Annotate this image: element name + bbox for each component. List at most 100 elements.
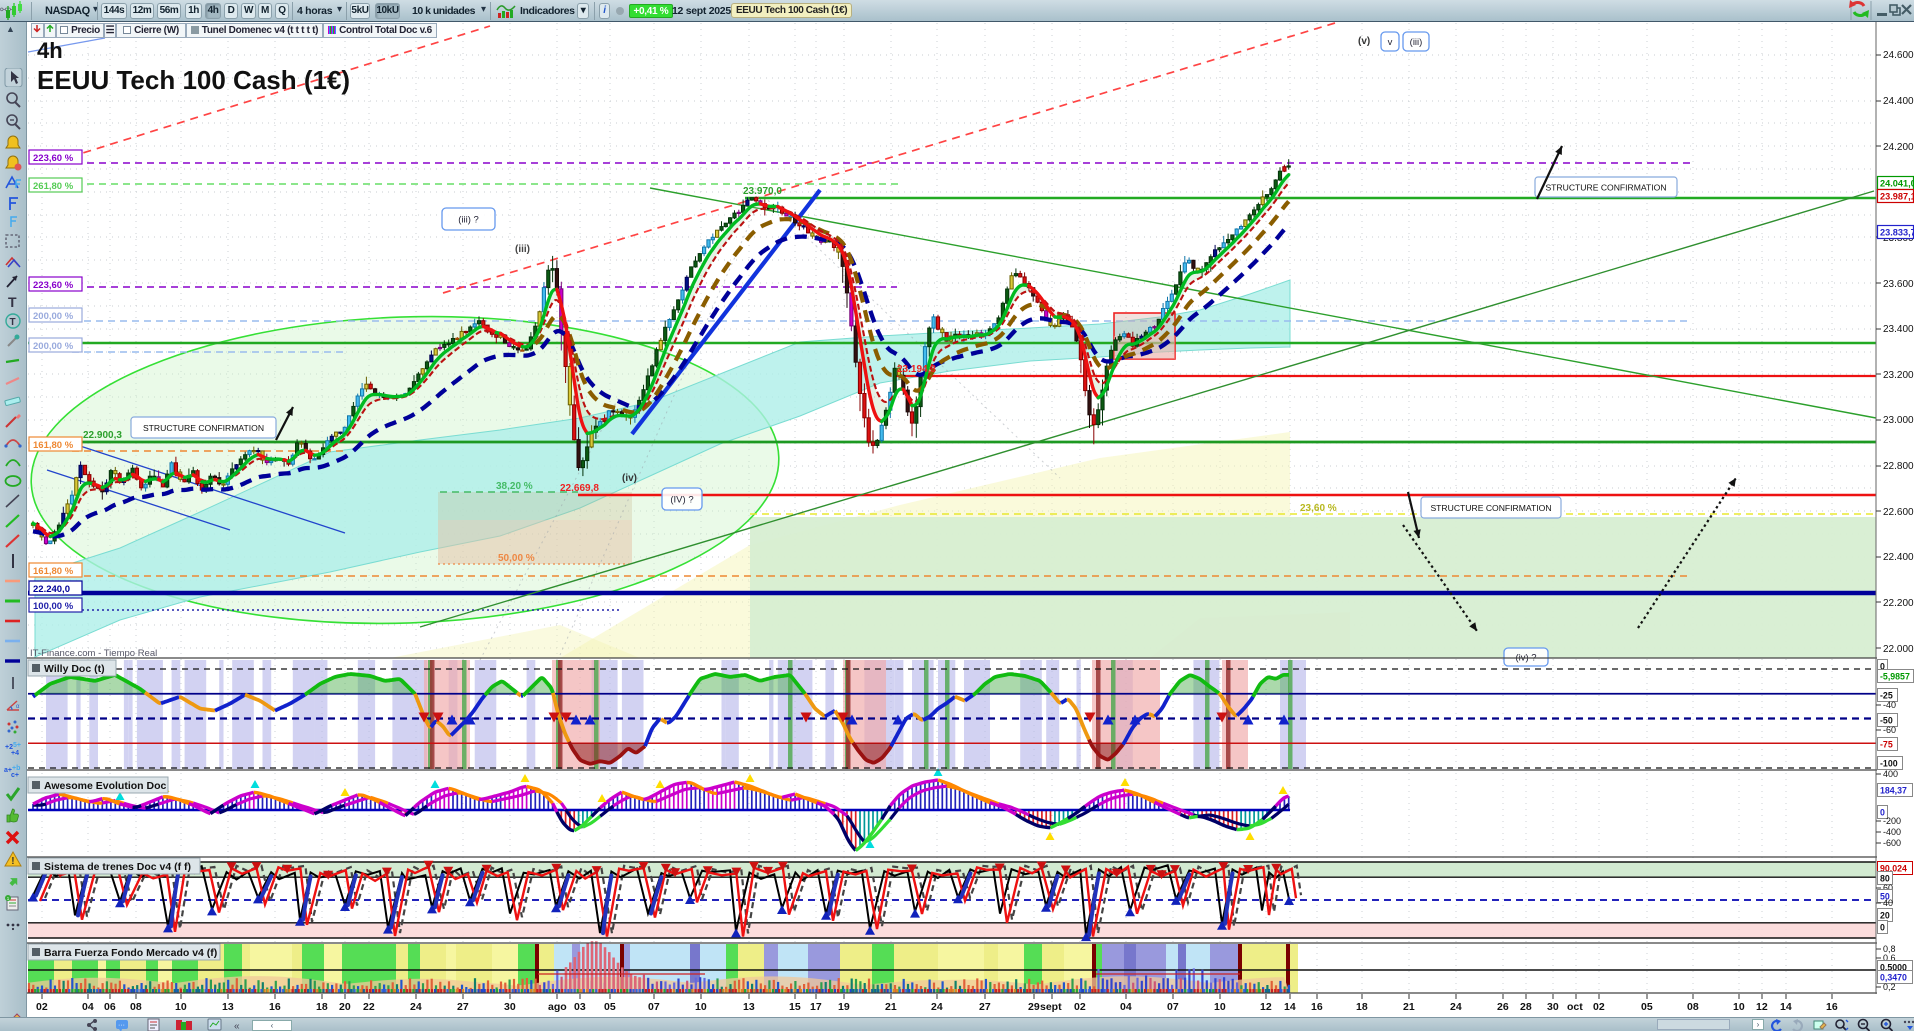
- svg-text:16: 16: [269, 1001, 281, 1013]
- svg-text:IT-Finance.com - Tiempo Real: IT-Finance.com - Tiempo Real: [30, 648, 157, 659]
- svg-text:50: 50: [1880, 892, 1890, 902]
- svg-text:-200: -200: [1883, 816, 1901, 826]
- svg-text:60: 60: [1883, 883, 1893, 893]
- svg-text:07: 07: [1167, 1001, 1179, 1013]
- svg-text:23.000: 23.000: [1883, 415, 1914, 426]
- svg-text:EEUU Tech 100 Cash (1€): EEUU Tech 100 Cash (1€): [37, 65, 350, 95]
- svg-text:23.970,0: 23.970,0: [743, 186, 782, 197]
- svg-text:14: 14: [1780, 1001, 1792, 1013]
- svg-text:13: 13: [743, 1001, 755, 1013]
- svg-text:α: α: [16, 704, 20, 710]
- svg-text:16: 16: [1826, 1001, 1838, 1013]
- svg-text:400: 400: [1883, 769, 1898, 779]
- svg-text:29: 29: [1028, 1001, 1040, 1013]
- svg-text:22.600: 22.600: [1883, 507, 1914, 518]
- svg-text:ago: ago: [548, 1001, 567, 1013]
- svg-text:-600: -600: [1883, 838, 1901, 848]
- svg-text:10: 10: [1214, 1001, 1226, 1013]
- svg-text:24.600: 24.600: [1883, 50, 1914, 61]
- svg-text:10: 10: [1733, 1001, 1745, 1013]
- svg-text:261,80 %: 261,80 %: [33, 181, 74, 192]
- svg-text:+4: +4: [11, 750, 19, 757]
- svg-text:223,60 %: 223,60 %: [33, 153, 74, 164]
- svg-text:05: 05: [604, 1001, 616, 1013]
- svg-text:16: 16: [1311, 1001, 1323, 1013]
- svg-text:30: 30: [504, 1001, 516, 1013]
- svg-text:19: 19: [838, 1001, 850, 1013]
- svg-text:22.400: 22.400: [1883, 552, 1914, 563]
- svg-text:T: T: [10, 317, 16, 328]
- svg-text:-50: -50: [1880, 716, 1893, 726]
- svg-text:03: 03: [574, 1001, 586, 1013]
- svg-text:sept: sept: [1040, 1001, 1062, 1013]
- svg-text:22.900,3: 22.900,3: [83, 430, 122, 441]
- svg-text:80: 80: [1880, 874, 1890, 884]
- svg-text:15: 15: [789, 1001, 801, 1013]
- svg-text:24.200: 24.200: [1883, 142, 1914, 153]
- svg-text:+b: +b: [12, 765, 20, 772]
- svg-text:12: 12: [1260, 1001, 1272, 1013]
- svg-text:04: 04: [82, 1001, 94, 1013]
- svg-text:100,00 %: 100,00 %: [33, 601, 74, 612]
- svg-text:18: 18: [316, 1001, 328, 1013]
- svg-text:223,60 %: 223,60 %: [33, 280, 74, 291]
- svg-text:21: 21: [885, 1001, 897, 1013]
- svg-text:17: 17: [810, 1001, 822, 1013]
- svg-text:05: 05: [1641, 1001, 1653, 1013]
- svg-text:10: 10: [175, 1001, 187, 1013]
- svg-text:184,37: 184,37: [1880, 786, 1907, 796]
- svg-text:Willy Doc (t): Willy Doc (t): [44, 663, 105, 675]
- svg-text:Barra Fuerza Fondo Mercado v4: Barra Fuerza Fondo Mercado v4 (f): [44, 947, 217, 959]
- svg-text:0,2: 0,2: [1883, 982, 1896, 992]
- svg-text:5+: 5+: [13, 742, 21, 749]
- svg-text:0,8: 0,8: [1883, 944, 1896, 954]
- svg-text:14: 14: [1284, 1001, 1296, 1013]
- svg-text:(v): (v): [1358, 36, 1370, 47]
- svg-text:24: 24: [1450, 1001, 1462, 1013]
- svg-text:22.669,8: 22.669,8: [560, 483, 599, 494]
- svg-text:4h: 4h: [37, 38, 63, 63]
- svg-text:24.041,0: 24.041,0: [1880, 179, 1914, 189]
- svg-text:23.833,7: 23.833,7: [1880, 228, 1914, 238]
- svg-text:a+: a+: [4, 767, 12, 774]
- svg-text:23.400: 23.400: [1883, 324, 1914, 335]
- svg-text:-400: -400: [1883, 827, 1901, 837]
- svg-text:22: 22: [363, 1001, 375, 1013]
- svg-text:24.400: 24.400: [1883, 96, 1914, 107]
- svg-text:23.600: 23.600: [1883, 279, 1914, 290]
- svg-text:Awesome Evolution Doc: Awesome Evolution Doc: [44, 780, 166, 792]
- svg-text:STRUCTURE CONFIRMATION: STRUCTURE CONFIRMATION: [1545, 183, 1666, 193]
- svg-text:24: 24: [931, 1001, 943, 1013]
- svg-text:0: 0: [1880, 662, 1885, 672]
- svg-text:«: «: [234, 1021, 240, 1031]
- svg-text:···: ···: [118, 1022, 125, 1029]
- svg-text:0,3470: 0,3470: [1880, 973, 1907, 983]
- svg-text:02: 02: [36, 1001, 48, 1013]
- svg-text:-75: -75: [1880, 740, 1893, 750]
- svg-text:30: 30: [1547, 1001, 1559, 1013]
- svg-text:-5,9857: -5,9857: [1880, 672, 1910, 682]
- svg-text:v: v: [1388, 37, 1393, 48]
- svg-text:STRUCTURE CONFIRMATION: STRUCTURE CONFIRMATION: [1430, 503, 1551, 513]
- svg-text:STRUCTURE CONFIRMATION: STRUCTURE CONFIRMATION: [143, 423, 264, 433]
- svg-text:40: 40: [1883, 898, 1893, 908]
- svg-text:22.200: 22.200: [1883, 598, 1914, 609]
- svg-text:-60: -60: [1883, 725, 1896, 735]
- svg-text:c+: c+: [11, 772, 19, 779]
- svg-text:23.200: 23.200: [1883, 370, 1914, 381]
- svg-text:38,20 %: 38,20 %: [496, 481, 533, 492]
- svg-text:26: 26: [1497, 1001, 1509, 1013]
- svg-text:(iii): (iii): [1410, 37, 1423, 48]
- svg-text:13: 13: [222, 1001, 234, 1013]
- svg-text:0: 0: [1880, 923, 1885, 933]
- svg-text:22.800: 22.800: [1883, 461, 1914, 472]
- svg-text:06: 06: [104, 1001, 116, 1013]
- svg-text:12: 12: [1756, 1001, 1768, 1013]
- svg-text:23.987,1: 23.987,1: [1880, 192, 1914, 202]
- svg-text:10: 10: [695, 1001, 707, 1013]
- svg-text:28: 28: [1520, 1001, 1532, 1013]
- svg-text:50,00 %: 50,00 %: [498, 553, 535, 564]
- svg-text:22.240,0: 22.240,0: [33, 584, 70, 595]
- svg-text:27: 27: [979, 1001, 991, 1013]
- svg-text:oct: oct: [1567, 1001, 1583, 1013]
